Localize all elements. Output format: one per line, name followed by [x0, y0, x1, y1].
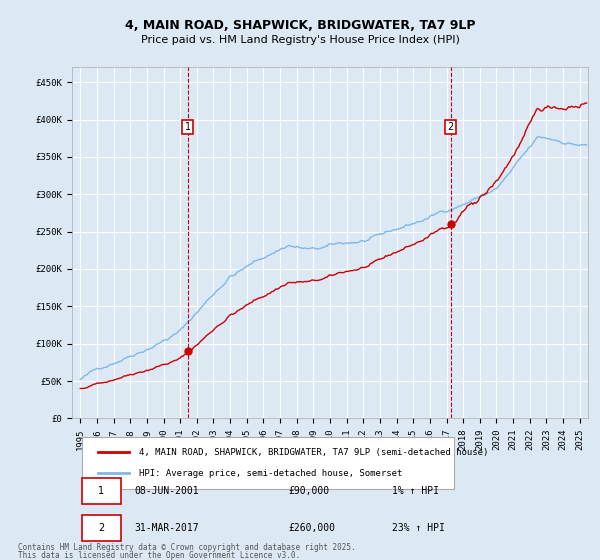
Text: 2: 2 — [448, 122, 454, 132]
Text: £260,000: £260,000 — [289, 523, 336, 533]
Text: 31-MAR-2017: 31-MAR-2017 — [134, 523, 199, 533]
Text: 23% ↑ HPI: 23% ↑ HPI — [392, 523, 445, 533]
Text: 4, MAIN ROAD, SHAPWICK, BRIDGWATER, TA7 9LP: 4, MAIN ROAD, SHAPWICK, BRIDGWATER, TA7 … — [125, 18, 475, 32]
Text: 4, MAIN ROAD, SHAPWICK, BRIDGWATER, TA7 9LP (semi-detached house): 4, MAIN ROAD, SHAPWICK, BRIDGWATER, TA7 … — [139, 448, 488, 457]
FancyBboxPatch shape — [82, 478, 121, 505]
Text: HPI: Average price, semi-detached house, Somerset: HPI: Average price, semi-detached house,… — [139, 469, 403, 478]
Text: 1: 1 — [98, 487, 104, 496]
Text: 08-JUN-2001: 08-JUN-2001 — [134, 487, 199, 496]
FancyBboxPatch shape — [82, 515, 121, 541]
FancyBboxPatch shape — [82, 437, 454, 489]
Text: 1% ↑ HPI: 1% ↑ HPI — [392, 487, 439, 496]
Text: 2: 2 — [98, 523, 104, 533]
Text: 1: 1 — [184, 122, 191, 132]
Text: Price paid vs. HM Land Registry's House Price Index (HPI): Price paid vs. HM Land Registry's House … — [140, 35, 460, 45]
Text: £90,000: £90,000 — [289, 487, 330, 496]
Text: This data is licensed under the Open Government Licence v3.0.: This data is licensed under the Open Gov… — [18, 551, 300, 560]
Text: Contains HM Land Registry data © Crown copyright and database right 2025.: Contains HM Land Registry data © Crown c… — [18, 543, 356, 552]
